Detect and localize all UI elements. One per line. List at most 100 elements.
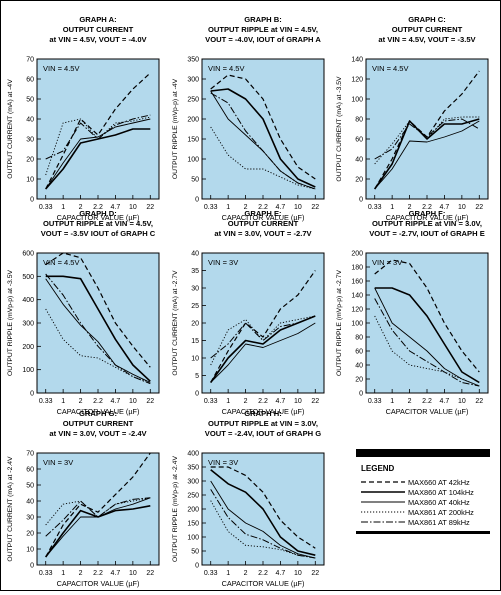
x-tick-label: 10 [458, 204, 466, 211]
x-tick-label: 2 [244, 570, 248, 577]
y-axis-label: OUTPUT RIPPLE (mVp-p) at -2.7V [336, 270, 343, 376]
y-tick-label: 40 [26, 499, 34, 506]
graph-title-line: OUTPUT RIPPLE at VIN = 4.5V, [43, 219, 153, 228]
y-tick-label: 0 [30, 391, 34, 398]
y-axis-label: OUTPUT CURRENT (mA) at -4V [7, 79, 14, 179]
y-tick-label: 400 [22, 297, 34, 304]
vin-annotation: VIN = 4.5V [43, 64, 79, 73]
x-tick-label: 2 [244, 204, 248, 211]
graph-title-line: at VIN = 4.5V, VOUT = -3.5V [378, 35, 476, 44]
x-tick-label: 1 [61, 204, 65, 211]
x-tick-label: 10 [458, 398, 466, 405]
y-tick-label: 15 [191, 338, 199, 345]
y-axis-label: OUTPUT RIPPLE (mVp-p) at -3.5V [7, 270, 14, 376]
x-tick-label: 10 [294, 570, 302, 577]
y-tick-label: 0 [30, 563, 34, 570]
y-tick-label: 250 [187, 493, 199, 500]
series-line-2 [45, 497, 151, 558]
vin-annotation: VIN = 4.5V [43, 258, 79, 267]
y-axis-label: OUTPUT CURRENT (mA) at -3.5V [336, 76, 343, 182]
graph-1: GRAPH B:OUTPUT RIPPLE at VIN = 4.5V,VOUT… [172, 15, 325, 222]
x-tick-label: 0.33 [204, 204, 218, 211]
vin-annotation: VIN = 3V [43, 458, 73, 467]
series-line-0 [210, 74, 316, 180]
graph-title-line: at VIN = 3.0V, VOUT = -2.7V [214, 229, 312, 238]
y-tick-label: 120 [351, 307, 363, 314]
graph-title-line: GRAPH E: [244, 209, 281, 218]
series-line-0 [210, 270, 316, 383]
x-axis-label: CAPACITOR VALUE (µF) [222, 579, 305, 588]
x-tick-label: 1 [226, 570, 230, 577]
series-line-3 [45, 497, 151, 526]
vin-annotation: VIN = 3V [208, 458, 238, 467]
x-tick-label: 2 [244, 398, 248, 405]
vin-annotation: VIN = 3V [208, 258, 238, 267]
series-line-4 [45, 273, 151, 385]
series-line-3 [210, 315, 316, 366]
graph-title-line: VOUT = -2.7V, IOUT of GRAPH E [369, 229, 485, 238]
series-line-1 [45, 275, 151, 382]
x-tick-label: 10 [294, 204, 302, 211]
y-tick-label: 140 [351, 57, 363, 64]
graph-title-line: OUTPUT CURRENT [63, 25, 134, 34]
y-tick-label: 250 [187, 97, 199, 104]
y-tick-label: 20 [26, 531, 34, 538]
series-line-0 [210, 466, 316, 549]
x-axis-label: CAPACITOR VALUE (µF) [386, 407, 469, 416]
graph-title-line: GRAPH F: [409, 209, 446, 218]
y-tick-label: 100 [187, 535, 199, 542]
x-tick-label: 1 [61, 570, 65, 577]
y-tick-label: 30 [26, 515, 34, 522]
x-tick-label: 4.7 [440, 204, 450, 211]
series-line-0 [45, 252, 151, 368]
y-tick-label: 50 [191, 177, 199, 184]
y-tick-label: 50 [191, 549, 199, 556]
y-tick-label: 60 [355, 137, 363, 144]
x-tick-label: 22 [475, 398, 483, 405]
vin-annotation: VIN = 4.5V [372, 64, 408, 73]
graph-title-line: GRAPH G: [79, 409, 117, 418]
x-tick-label: 0.33 [204, 398, 218, 405]
y-axis-label: OUTPUT CURRENT (mA) at -2.4V [7, 456, 14, 562]
graph-3: GRAPH D:OUTPUT RIPPLE at VIN = 4.5V,VOUT… [7, 209, 160, 416]
x-tick-label: 2 [408, 398, 412, 405]
x-tick-label: 4.7 [111, 570, 121, 577]
x-tick-label: 22 [311, 398, 319, 405]
graph-title-line: GRAPH A: [79, 15, 116, 24]
x-tick-label: 10 [129, 570, 137, 577]
x-tick-label: 0.33 [368, 398, 382, 405]
y-tick-label: 0 [195, 391, 199, 398]
legend-entry-label: MAX860 AT 40kHz [408, 498, 470, 507]
graph-5: GRAPH F:OUTPUT RIPPLE at VIN = 3.0V,VOUT… [336, 209, 489, 416]
y-tick-label: 160 [351, 279, 363, 286]
x-tick-label: 22 [146, 398, 154, 405]
vin-annotation: VIN = 4.5V [208, 64, 244, 73]
x-tick-label: 4.7 [111, 204, 121, 211]
x-axis-label: CAPACITOR VALUE (µF) [57, 579, 140, 588]
series-line-4 [45, 114, 151, 160]
x-tick-label: 0.33 [39, 570, 53, 577]
graph-title-line: OUTPUT RIPPLE at VIN = 4.5V, [208, 25, 318, 34]
y-tick-label: 350 [187, 57, 199, 64]
series-line-2 [210, 480, 316, 559]
y-tick-label: 20 [26, 157, 34, 164]
y-tick-label: 50 [26, 97, 34, 104]
series-line-1 [374, 118, 480, 190]
y-tick-label: 40 [26, 117, 34, 124]
x-tick-label: 2 [79, 570, 83, 577]
y-tick-label: 10 [26, 177, 34, 184]
series-line-3 [374, 315, 480, 387]
y-axis-label: OUTPUT RIPPLE (mVp-p) at -2.4V [172, 456, 179, 562]
x-tick-label: 10 [294, 398, 302, 405]
x-tick-label: 22 [146, 570, 154, 577]
y-tick-label: 500 [22, 274, 34, 281]
y-tick-label: 0 [30, 197, 34, 204]
series-line-1 [210, 469, 316, 556]
x-tick-label: 2.2 [93, 398, 103, 405]
series-line-4 [210, 489, 316, 559]
y-tick-label: 30 [191, 286, 199, 293]
x-tick-label: 1 [390, 204, 394, 211]
series-line-2 [374, 287, 480, 387]
